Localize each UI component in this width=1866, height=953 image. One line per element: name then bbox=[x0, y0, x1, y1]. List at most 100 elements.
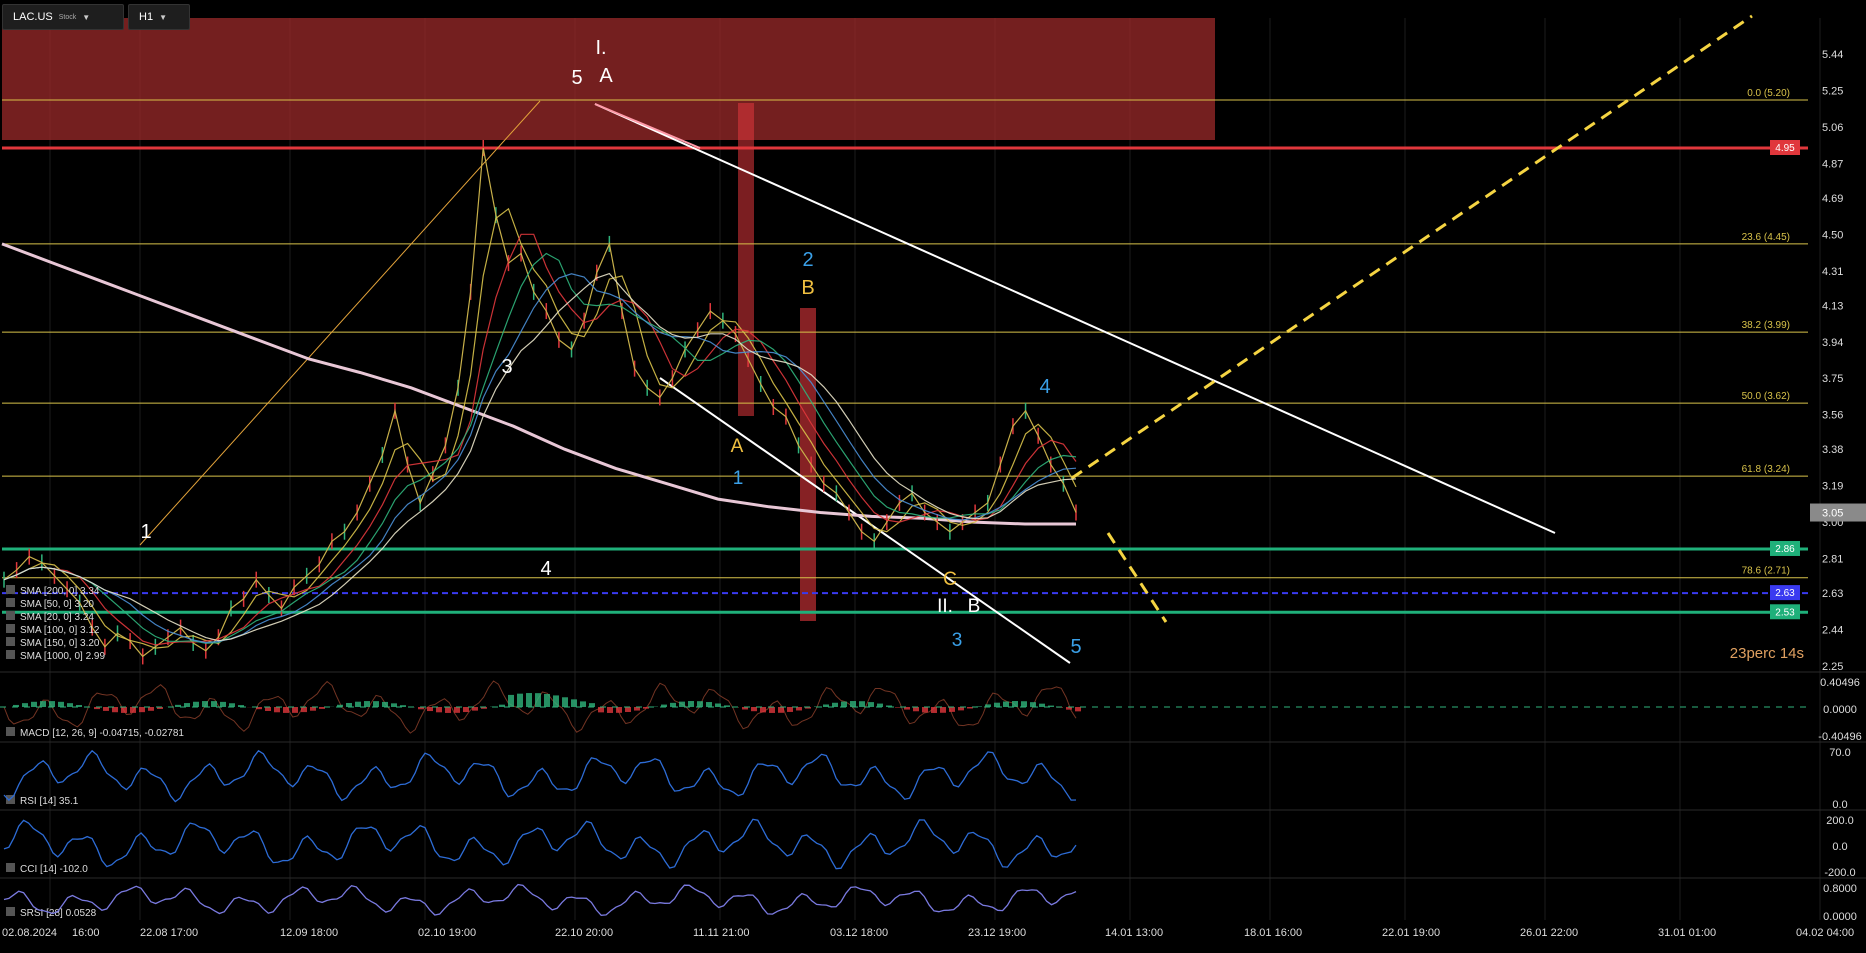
fib-level-label: 50.0 (3.62) bbox=[1742, 391, 1790, 402]
countdown: 23perc 14s bbox=[1730, 645, 1804, 662]
legend-entry: SMA [100, 0] 3.12 bbox=[20, 625, 100, 636]
macd-histogram-bar bbox=[994, 703, 1000, 707]
macd-histogram-bar bbox=[670, 703, 676, 707]
wave-label: II. bbox=[937, 596, 953, 617]
macd-histogram-bar bbox=[121, 707, 127, 713]
macd-histogram-bar bbox=[265, 707, 271, 711]
macd-histogram-bar bbox=[607, 707, 613, 713]
macd-histogram-bar bbox=[364, 701, 370, 707]
macd-histogram-bar bbox=[310, 707, 316, 711]
x-tick-label: 03.12 18:00 bbox=[830, 927, 888, 939]
wave-label: 4 bbox=[540, 558, 551, 580]
wave-label: B bbox=[801, 277, 814, 299]
x-tick-label: 16:00 bbox=[72, 927, 100, 939]
x-tick-label: 11.11 21:00 bbox=[693, 927, 749, 939]
x-tick-label: 12.09 18:00 bbox=[280, 927, 338, 939]
y-tick-label: 4.50 bbox=[1822, 229, 1843, 241]
macd-histogram-bar bbox=[355, 702, 361, 707]
panel-y-tick: 0.40496 bbox=[1820, 677, 1860, 689]
panel-y-tick: 0.8000 bbox=[1823, 883, 1857, 895]
y-tick-label: 5.44 bbox=[1822, 49, 1843, 61]
macd-histogram-bar bbox=[220, 702, 226, 707]
macd-histogram-bar bbox=[706, 702, 712, 707]
macd-histogram-bar bbox=[679, 702, 685, 707]
macd-histogram-bar bbox=[283, 707, 289, 713]
wave-label: 1 bbox=[140, 521, 151, 543]
y-tick-label: 2.63 bbox=[1822, 588, 1843, 600]
macd-histogram-bar bbox=[571, 699, 577, 707]
fib-level-label: 38.2 (3.99) bbox=[1742, 320, 1790, 331]
x-tick-label: 26.01 22:00 bbox=[1520, 927, 1578, 939]
fib-level-label: 61.8 (3.24) bbox=[1742, 464, 1790, 475]
y-tick-label: 2.81 bbox=[1822, 554, 1843, 566]
x-tick-label: 02.10 19:00 bbox=[418, 927, 476, 939]
timeframe-selector[interactable]: H1 ▼ bbox=[128, 4, 190, 30]
y-tick-label: 4.13 bbox=[1822, 300, 1843, 312]
macd-histogram-bar bbox=[832, 703, 838, 707]
legend-entry: SMA [200, 0] 3.34 bbox=[20, 586, 100, 597]
y-tick-label: 3.38 bbox=[1822, 444, 1843, 456]
y-tick-label: 5.25 bbox=[1822, 85, 1843, 97]
wave-label: I. bbox=[595, 37, 606, 59]
macd-histogram-bar bbox=[1039, 704, 1045, 707]
countdown-percent: 23perc bbox=[1730, 645, 1776, 662]
macd-histogram-bar bbox=[193, 702, 199, 707]
y-tick-label: 4.69 bbox=[1822, 193, 1843, 205]
wave-label: 5 bbox=[571, 67, 582, 89]
wave-label: 4 bbox=[1039, 376, 1050, 398]
fib-level-label: 0.0 (5.20) bbox=[1747, 88, 1790, 99]
macd-histogram-bar bbox=[544, 694, 550, 707]
macd-histogram-bar bbox=[40, 701, 46, 707]
panel-legend-icon bbox=[6, 907, 15, 916]
panel-y-tick: -200.0 bbox=[1824, 867, 1855, 879]
macd-histogram-bar bbox=[931, 707, 937, 713]
macd-histogram-bar bbox=[562, 697, 568, 707]
panel-title: CCI [14] -102.0 bbox=[20, 864, 88, 875]
y-tick-label: 3.19 bbox=[1822, 481, 1843, 493]
macd-histogram-bar bbox=[508, 695, 514, 707]
y-tick-label: 5.06 bbox=[1822, 122, 1843, 134]
panel-y-tick: 0.0 bbox=[1832, 799, 1847, 811]
wave-label: A bbox=[599, 65, 613, 87]
macd-histogram-bar bbox=[868, 702, 874, 707]
panel-title: RSI [14] 35.1 bbox=[20, 796, 79, 807]
y-tick-label: 3.56 bbox=[1822, 410, 1843, 422]
macd-histogram-bar bbox=[796, 707, 802, 710]
wave-label: A bbox=[731, 436, 744, 457]
wave-label: 5 bbox=[1070, 636, 1081, 658]
macd-histogram-bar bbox=[598, 707, 604, 712]
x-tick-label: 22.10 20:00 bbox=[555, 927, 613, 939]
level-tag-label: 4.95 bbox=[1775, 143, 1795, 154]
y-tick-label: 2.44 bbox=[1822, 625, 1843, 637]
macd-histogram-bar bbox=[841, 702, 847, 707]
macd-histogram-bar bbox=[22, 703, 28, 707]
macd-histogram-bar bbox=[1012, 701, 1018, 707]
macd-histogram-bar bbox=[1030, 702, 1036, 707]
panel-legend-icon bbox=[6, 727, 15, 736]
wave-label: C bbox=[943, 569, 957, 590]
macd-histogram-bar bbox=[202, 701, 208, 707]
macd-histogram-bar bbox=[535, 693, 541, 707]
macd-histogram-bar bbox=[913, 707, 919, 711]
legend-entry: SMA [150, 0] 3.20 bbox=[20, 638, 100, 649]
chevron-down-icon: ▼ bbox=[82, 13, 90, 22]
macd-histogram-bar bbox=[382, 702, 388, 707]
y-tick-label: 3.75 bbox=[1822, 373, 1843, 385]
macd-histogram-bar bbox=[229, 703, 235, 707]
red-zone-bar bbox=[738, 103, 754, 416]
symbol-label: LAC.US bbox=[13, 11, 53, 23]
macd-histogram-bar bbox=[715, 703, 721, 707]
level-tag-label: 2.86 bbox=[1775, 544, 1795, 555]
macd-histogram-bar bbox=[940, 707, 946, 713]
y-tick-label: 4.87 bbox=[1822, 158, 1843, 170]
countdown-seconds: 14s bbox=[1780, 645, 1804, 662]
macd-histogram-bar bbox=[103, 707, 109, 711]
macd-histogram-bar bbox=[1075, 707, 1081, 711]
symbol-selector[interactable]: LAC.US Stock ▼ bbox=[2, 4, 124, 30]
legend-icon bbox=[6, 611, 15, 620]
macd-histogram-bar bbox=[346, 703, 352, 707]
y-tick-label: 2.25 bbox=[1822, 661, 1843, 673]
panel-y-tick: 0.0 bbox=[1832, 841, 1847, 853]
